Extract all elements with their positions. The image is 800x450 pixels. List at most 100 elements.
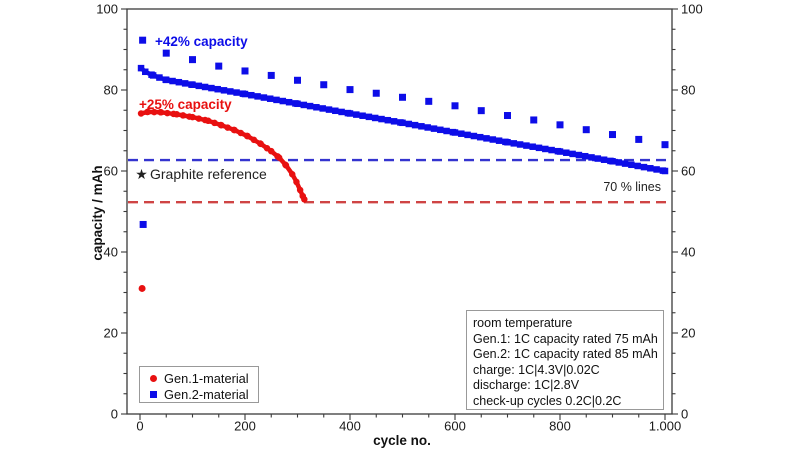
gen1-material-1C-cycling-marker	[157, 109, 165, 116]
y-axis-ticks	[121, 8, 678, 415]
gen2-material-1C-cycling-marker	[371, 114, 379, 122]
y-tick-label-right: 60	[681, 164, 695, 179]
gen2-material-1C-cycling-marker	[189, 81, 196, 88]
gen2-material-1C-cycling-marker	[175, 78, 183, 86]
gen2-material-1C-cycling-marker	[458, 130, 465, 137]
gen1-material-1C-cycling-marker	[268, 147, 275, 155]
y-tick-label-left: 100	[96, 2, 118, 17]
gen2-material-1C-cycling-marker	[504, 138, 511, 146]
gen2-checkup-cycles-marker	[294, 76, 301, 84]
gen2-checkup-cycles-marker	[320, 81, 328, 89]
gen2-checkup-cycles-marker	[372, 89, 380, 97]
gen2-material-1C-cycling-marker	[581, 152, 589, 160]
gen2-material-1C-cycling-marker	[241, 90, 249, 98]
gen2-material-1C-cycling-marker	[214, 85, 221, 93]
gen2-material-1C-cycling-marker	[548, 146, 555, 154]
gen2-material-1C-cycling-marker	[495, 137, 503, 144]
info-box-line: check-up cycles 0.2C|0.2C	[473, 393, 622, 408]
gen2-material-1C-cycling-marker	[338, 108, 345, 116]
gen1-material-1C-cycling-marker	[205, 117, 212, 125]
gen2-material-1C-cycling-marker	[266, 95, 274, 102]
gen2-material-1C-cycling-marker	[319, 105, 326, 112]
gen2-checkup-cycles-marker	[189, 56, 196, 64]
legend: Gen.1-material Gen.2-material	[139, 366, 259, 403]
gen2-material-1C-cycling-marker	[279, 97, 287, 105]
gen2-material-1C-cycling-marker	[424, 124, 431, 131]
gen2-material-1C-cycling-marker	[399, 119, 406, 127]
gen2-material-1C-cycling-marker	[181, 80, 189, 87]
y-tick-label-left: 80	[104, 83, 118, 98]
gen2-material-1C-cycling-marker	[306, 102, 314, 110]
gen2-initial-point-marker	[139, 220, 147, 228]
gen1-material-1C-cycling-marker	[218, 121, 225, 129]
y-tick-label-left: 40	[104, 245, 118, 260]
info-box-line: discharge: 1C|2.8V	[473, 378, 580, 393]
gen1-material-1C-cycling-marker	[164, 109, 171, 117]
gen1-material-1C-cycling-marker	[237, 129, 245, 137]
gen2-material-1C-cycling-marker	[390, 118, 398, 125]
gen2-material-1C-cycling-marker	[273, 96, 280, 104]
gen2-material-1C-cycling-marker	[227, 88, 234, 95]
gen2-material-1C-cycling-marker	[169, 77, 176, 85]
gen1-material-1C-cycling-marker	[173, 111, 180, 118]
gen2-checkup-cycles-marker	[139, 36, 147, 44]
gen2-material-1C-cycling-marker	[535, 144, 543, 152]
gen1-material-1C-cycling-marker	[301, 196, 308, 203]
x-tick-label: 0	[136, 419, 143, 434]
legend-label: Gen.1-material	[164, 370, 249, 386]
gen2-material-1C-cycling-marker	[588, 154, 595, 161]
gen2-checkup-cycles-marker	[661, 141, 669, 149]
x-tick-label: 400	[339, 419, 361, 434]
gen2-material-1C-cycling-marker	[418, 123, 425, 130]
x-tick-label: 600	[444, 419, 466, 434]
gen2-material-1C-cycling-marker	[201, 83, 209, 91]
gen2-material-1C-cycling-marker	[464, 131, 471, 139]
x-tick-label: 200	[234, 419, 256, 434]
gen2-checkup-cycles-marker	[504, 112, 511, 120]
series-gen1-initial-point	[138, 284, 146, 292]
legend-item: Gen.2-material	[150, 386, 258, 402]
info-box-line: charge: 1C|4.3V|0.02C	[473, 362, 600, 377]
info-box-line: Gen.1: 1C capacity rated 75 mAh	[473, 331, 658, 346]
gen2-material-1C-cycling-marker	[137, 64, 145, 72]
series-graphite-reference-point: ★	[135, 166, 148, 182]
gen2-material-1C-cycling-marker	[489, 136, 497, 143]
gen1-material-1C-cycling-marker	[282, 162, 290, 169]
legend-marker-square-icon	[150, 390, 157, 398]
gen2-material-1C-cycling-marker	[542, 145, 549, 153]
gen2-checkup-cycles-marker	[530, 116, 538, 124]
gen2-material-1C-cycling-marker	[248, 91, 255, 99]
gen2-material-1C-cycling-marker	[353, 111, 360, 118]
annotation-gen2-gain: +42% capacity	[155, 34, 248, 49]
y-tick-label-right: 100	[681, 2, 703, 17]
gen2-material-1C-cycling-marker	[142, 68, 149, 76]
gen2-checkup-cycles-marker	[451, 102, 459, 110]
gen2-material-1C-cycling-marker	[156, 74, 163, 81]
series-gen2-initial-point	[139, 220, 147, 228]
gen1-initial-point-marker	[138, 284, 146, 292]
gen1-material-1C-cycling-marker	[195, 115, 203, 122]
x-tick-label: 800	[549, 419, 571, 434]
gen1-material-1C-cycling-marker	[144, 108, 152, 116]
gen2-checkup-cycles-marker	[635, 135, 643, 143]
annotation-gen1-gain: +25% capacity	[139, 97, 232, 112]
y-tick-label-right: 0	[681, 407, 688, 422]
conditions-info-box: room temperature Gen.1: 1C capacity rated…	[466, 310, 664, 410]
gen2-material-1C-cycling-marker	[384, 116, 392, 124]
gen2-material-1C-cycling-marker	[609, 158, 616, 165]
gen2-material-1C-cycling-marker	[594, 155, 602, 162]
gen2-material-1C-cycling-marker	[510, 140, 518, 147]
info-box-line: Gen.2: 1C capacity rated 85 mAh	[473, 347, 658, 362]
gen2-material-1C-cycling-marker	[254, 93, 261, 100]
gen2-material-1C-cycling-marker	[443, 127, 450, 135]
gen2-material-1C-cycling-marker	[523, 142, 530, 149]
gen2-checkup-cycles-marker	[477, 107, 485, 115]
gen2-material-1C-cycling-marker	[313, 104, 320, 111]
gen2-material-1C-cycling-marker	[220, 87, 228, 94]
gen1-material-1C-cycling-marker	[244, 132, 251, 140]
gen2-checkup-cycles-marker	[215, 62, 223, 70]
gen1-material-1C-cycling-marker	[231, 126, 238, 134]
gen1-material-1C-cycling-marker	[150, 108, 158, 116]
